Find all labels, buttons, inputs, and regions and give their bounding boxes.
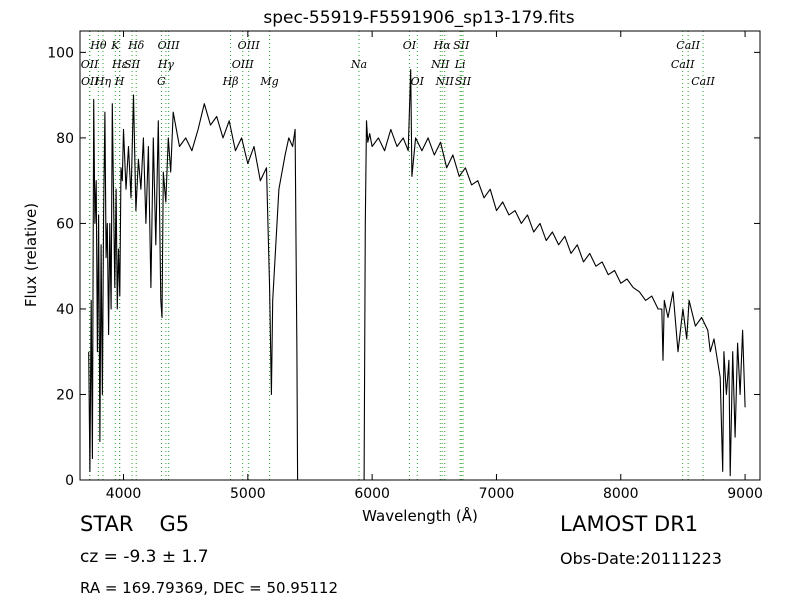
redshift-cz: cz = -9.3 ± 1.7: [80, 547, 209, 567]
x-tick-label-3: 7000: [479, 486, 515, 502]
line-marker-label-13: OIII: [232, 58, 255, 71]
line-marker-label-7: H: [114, 75, 125, 88]
y-tick-label-0: 0: [65, 473, 74, 489]
plot-frame: [79, 30, 761, 481]
line-marker-label-16: Na: [350, 58, 367, 71]
line-marker-label-15: Mg: [259, 75, 278, 88]
line-marker-label-24: SII: [455, 75, 472, 88]
chart-title: spec-55919-F5591906_sp13-179.fits: [263, 8, 574, 28]
line-marker-label-10: Hγ: [157, 58, 175, 71]
spectral-line-markers: [89, 31, 704, 480]
line-marker-label-12: OIII: [238, 39, 261, 52]
x-axis-label: Wavelength (Å): [362, 506, 478, 525]
y-tick-label-2: 40: [56, 302, 74, 318]
y-tick-label-1: 20: [56, 387, 74, 403]
line-marker-label-22: Li: [454, 58, 466, 71]
y-tick-label-4: 80: [56, 131, 74, 147]
line-marker-label-21: NII: [430, 58, 450, 71]
line-marker-label-20: SII: [453, 39, 470, 52]
line-marker-label-19: Hα: [433, 39, 452, 52]
line-marker-label-11: G: [157, 75, 166, 88]
line-marker-label-0: Hθ: [89, 39, 107, 52]
y-tick-label-3: 60: [56, 216, 74, 232]
x-tick-label-0: 4000: [106, 486, 142, 502]
line-marker-label-23: NII: [435, 75, 455, 88]
line-marker-label-3: Hε: [111, 58, 128, 71]
object-class: STAR: [80, 512, 134, 536]
line-marker-label-14: Hβ: [222, 75, 239, 88]
x-tick-label-1: 5000: [230, 486, 266, 502]
line-marker-label-17: OI: [403, 39, 417, 52]
observation-date: Obs-Date:20111223: [560, 549, 722, 568]
line-marker-label-27: CaII: [691, 75, 715, 88]
line-marker-label-9: OIII: [158, 39, 181, 52]
line-marker-label-6: SII: [124, 58, 141, 71]
spectral-line-labels: Hθ OII OII Hε Hη K SII H Hδ OIII Hγ G OIII OIII Hβ Mg Na…: [81, 39, 716, 88]
line-marker-label-25: CaII: [676, 39, 700, 52]
ra-dec-coordinates: RA = 169.79369, DEC = 50.95112: [80, 579, 339, 597]
object-classification: STAR G5: [80, 512, 189, 536]
survey-name: LAMOST DR1: [560, 512, 699, 536]
y-tick-label-5: 100: [47, 45, 74, 61]
axis-ticks: 4000 5000 6000 7000 8000 9000 0 20 40 60 80 100: [47, 31, 763, 502]
x-tick-label-4: 8000: [603, 486, 639, 502]
line-marker-label-8: Hδ: [127, 39, 145, 52]
line-marker-label-1: OII: [81, 58, 99, 71]
line-marker-label-18: OI: [411, 75, 425, 88]
object-subclass: G5: [159, 512, 190, 536]
line-marker-label-5: K: [110, 39, 120, 52]
y-axis-label: Flux (relative): [22, 203, 40, 307]
x-tick-label-2: 6000: [354, 486, 390, 502]
line-marker-label-2: OII: [81, 75, 99, 88]
x-tick-label-5: 9000: [727, 486, 763, 502]
line-marker-label-26: CaII: [671, 58, 695, 71]
line-marker-label-4: Hη: [94, 75, 112, 88]
